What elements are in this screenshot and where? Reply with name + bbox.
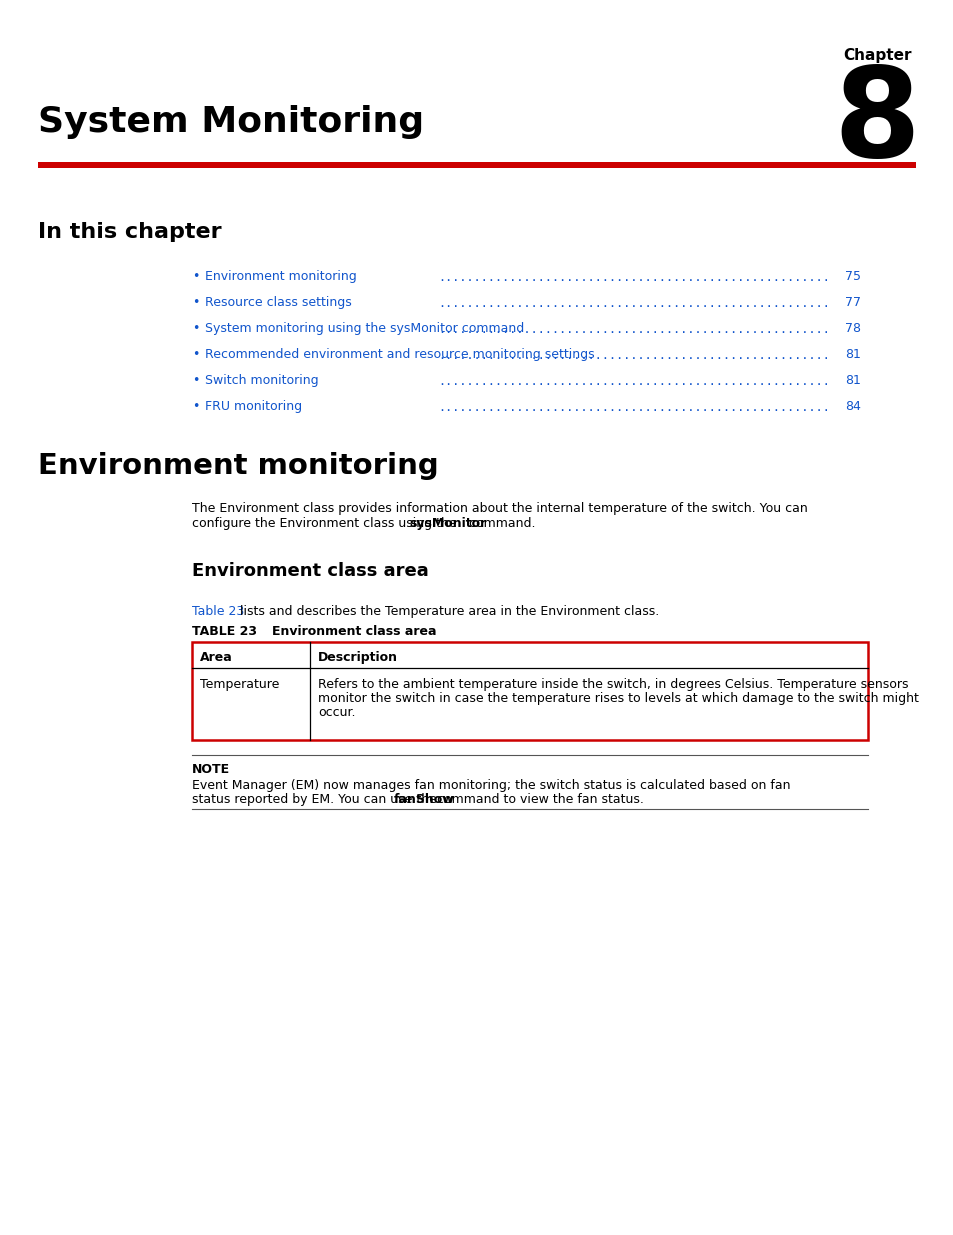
Text: TABLE 23: TABLE 23 (192, 625, 256, 638)
Text: •: • (192, 348, 199, 361)
Text: 8: 8 (832, 62, 919, 183)
Text: 81: 81 (844, 348, 860, 361)
Text: configure the Environment class using the: configure the Environment class using th… (192, 517, 460, 530)
Text: .......................................................: ........................................… (437, 296, 829, 310)
Text: .......................................................: ........................................… (437, 401, 829, 414)
Text: 81: 81 (844, 374, 860, 387)
Text: status reported by EM. You can use the: status reported by EM. You can use the (192, 793, 440, 806)
Text: 75: 75 (844, 270, 861, 283)
Text: .......................................................: ........................................… (437, 350, 829, 362)
Text: command to view the fan status.: command to view the fan status. (433, 793, 643, 806)
Text: 78: 78 (844, 322, 861, 335)
Text: Event Manager (EM) now manages fan monitoring; the switch status is calculated b: Event Manager (EM) now manages fan monit… (192, 779, 790, 792)
Text: monitor the switch in case the temperature rises to levels at which damage to th: monitor the switch in case the temperatu… (317, 692, 918, 705)
Text: Area: Area (200, 651, 233, 664)
Text: In this chapter: In this chapter (38, 222, 221, 242)
Text: Recommended environment and resource monitoring settings: Recommended environment and resource mon… (205, 348, 594, 361)
Text: .......................................................: ........................................… (437, 375, 829, 388)
Text: 77: 77 (844, 296, 861, 309)
Text: System Monitoring: System Monitoring (38, 105, 424, 140)
Text: .......................................................: ........................................… (437, 324, 829, 336)
Text: System monitoring using the sysMonitor command: System monitoring using the sysMonitor c… (205, 322, 524, 335)
Text: Environment monitoring: Environment monitoring (205, 270, 356, 283)
Text: occur.: occur. (317, 706, 355, 719)
Text: .......................................................: ........................................… (437, 270, 829, 284)
Text: lists and describes the Temperature area in the Environment class.: lists and describes the Temperature area… (235, 605, 659, 618)
Text: Table 23: Table 23 (192, 605, 244, 618)
Text: Refers to the ambient temperature inside the switch, in degrees Celsius. Tempera: Refers to the ambient temperature inside… (317, 678, 907, 692)
Text: NOTE: NOTE (192, 763, 230, 776)
Text: •: • (192, 400, 199, 412)
Text: •: • (192, 374, 199, 387)
Text: Environment class area: Environment class area (272, 625, 436, 638)
Text: Switch monitoring: Switch monitoring (205, 374, 318, 387)
Text: sysMonitor: sysMonitor (409, 517, 486, 530)
Text: fanShow: fanShow (394, 793, 455, 806)
Text: Environment class area: Environment class area (192, 562, 428, 580)
Text: •: • (192, 270, 199, 283)
Text: Temperature: Temperature (200, 678, 279, 692)
Bar (192, 642, 867, 740)
Text: command.: command. (464, 517, 535, 530)
Text: FRU monitoring: FRU monitoring (205, 400, 302, 412)
Text: •: • (192, 296, 199, 309)
Text: Chapter: Chapter (842, 48, 911, 63)
Text: 84: 84 (844, 400, 860, 412)
Bar (38, 162, 915, 168)
Text: The Environment class provides information about the internal temperature of the: The Environment class provides informati… (192, 501, 807, 515)
Text: Resource class settings: Resource class settings (205, 296, 352, 309)
Text: Description: Description (317, 651, 397, 664)
Text: •: • (192, 322, 199, 335)
Text: Environment monitoring: Environment monitoring (38, 452, 438, 480)
